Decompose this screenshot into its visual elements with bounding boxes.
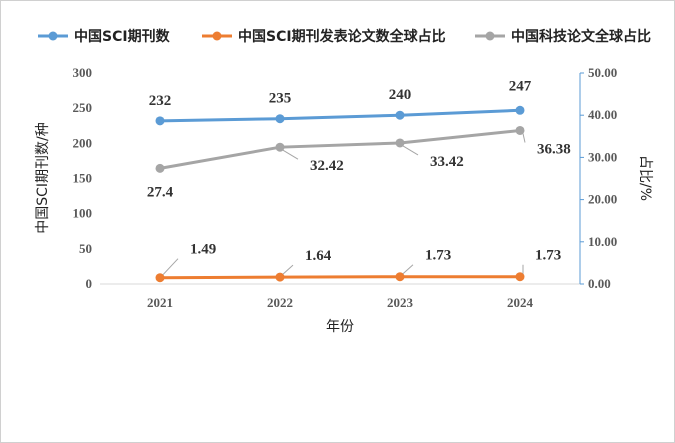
leader-line [402, 145, 419, 156]
y2-tick-label: 50.00 [588, 65, 617, 80]
legend-label: 中国SCI期刊数 [74, 28, 171, 45]
y2-tick-label: 0.00 [588, 276, 611, 291]
data-label: 36.38 [537, 141, 571, 157]
data-point [155, 116, 165, 126]
x-axis-title: 年份 [326, 319, 354, 335]
data-point [515, 272, 525, 282]
data-point [515, 105, 525, 115]
data-label: 247 [509, 78, 532, 94]
data-point [275, 272, 285, 282]
data-label: 1.73 [535, 248, 561, 264]
data-label: 1.49 [190, 242, 216, 258]
legend-label: 中国SCI期刊发表论文数全球占比 [238, 28, 446, 45]
y2-tick-label: 10.00 [588, 234, 617, 249]
y2-axis-title: 占比/% [637, 155, 653, 201]
y2-tick-label: 30.00 [588, 149, 617, 164]
data-point [395, 272, 405, 282]
data-label: 32.42 [310, 158, 344, 174]
y-tick-label: 100 [73, 206, 93, 221]
y-tick-label: 200 [73, 135, 93, 150]
data-label: 232 [149, 93, 172, 109]
data-label: 1.73 [425, 248, 451, 264]
x-tick-label: 2023 [387, 295, 414, 310]
data-point [155, 163, 165, 173]
x-tick-label: 2022 [267, 295, 293, 310]
series-line [159, 108, 521, 123]
leader-line [522, 133, 526, 143]
legend-marker [48, 31, 58, 41]
leader-line [282, 264, 294, 275]
data-label: 33.42 [430, 154, 464, 170]
series-line [159, 128, 521, 170]
y-tick-label: 150 [73, 171, 93, 186]
y2-tick-label: 40.00 [588, 107, 617, 122]
data-point [395, 110, 405, 120]
leader-line [402, 264, 414, 275]
y-tick-label: 250 [73, 100, 93, 115]
leader-line [282, 149, 299, 160]
data-label: 240 [389, 87, 412, 103]
y-tick-label: 50 [79, 241, 92, 256]
legend-marker [212, 31, 222, 41]
data-label: 1.64 [305, 248, 332, 264]
x-tick-label: 2024 [507, 295, 534, 310]
data-point [275, 142, 285, 152]
leader-line [162, 258, 179, 276]
y-tick-label: 0 [86, 276, 93, 291]
series-line [159, 275, 520, 280]
y2-tick-label: 20.00 [588, 192, 617, 207]
x-tick-label: 2021 [147, 295, 173, 310]
data-point [515, 125, 525, 135]
legend-label: 中国科技论文全球占比 [511, 28, 651, 45]
y-axis-title: 中国SCI期刊数/种 [35, 122, 51, 234]
legend-marker [485, 31, 495, 41]
data-point [395, 138, 405, 148]
data-label: 235 [269, 91, 292, 107]
data-label: 27.4 [147, 184, 174, 200]
y-tick-label: 300 [73, 65, 93, 80]
data-point [275, 114, 285, 124]
data-point [155, 273, 165, 283]
